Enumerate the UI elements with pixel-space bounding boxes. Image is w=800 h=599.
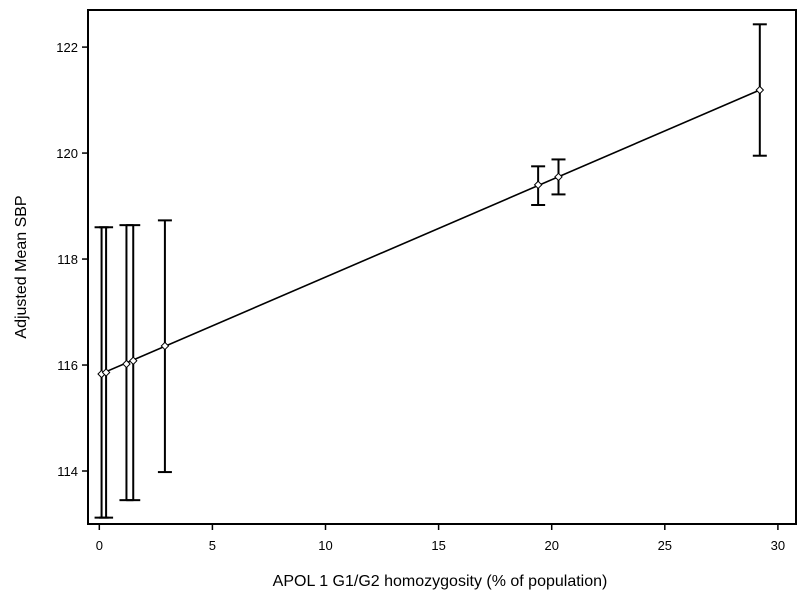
x-tick-label-0: 0 <box>96 538 103 553</box>
y-axis-label: Adjusted Mean SBP <box>13 195 30 338</box>
y-tick-label-1: 116 <box>57 358 78 373</box>
y-tick-label-4: 122 <box>56 40 78 55</box>
data-point-5 <box>533 180 543 190</box>
data-point-6 <box>554 172 563 182</box>
data-point-4 <box>160 341 170 351</box>
y-tick-label-0: 114 <box>57 464 78 479</box>
x-tick-label-2: 10 <box>318 538 332 553</box>
fit-line <box>98 89 761 376</box>
x-tick-label-6: 30 <box>771 538 785 553</box>
plot-frame <box>87 9 797 525</box>
x-axis-label: APOL 1 G1/G2 homozygosity (% of populati… <box>273 573 608 590</box>
y-axis-ticks: 114 116 118 120 122 <box>56 40 88 479</box>
x-tick-label-3: 15 <box>431 538 445 553</box>
x-tick-label-5: 25 <box>658 538 672 553</box>
data-point-2 <box>122 359 131 369</box>
x-tick-label-4: 20 <box>544 538 558 553</box>
data-point-7 <box>755 85 765 95</box>
marker-layer <box>97 85 765 379</box>
y-tick-label-2: 118 <box>57 252 78 267</box>
x-axis-ticks: 0 5 10 15 20 25 30 <box>96 524 785 553</box>
x-tick-label-1: 5 <box>209 538 216 553</box>
data-point-3 <box>128 356 138 366</box>
data-point-1 <box>101 368 111 377</box>
y-tick-label-3: 120 <box>56 146 78 161</box>
errorbar-layer <box>94 23 767 519</box>
fit-line-layer <box>98 89 761 376</box>
